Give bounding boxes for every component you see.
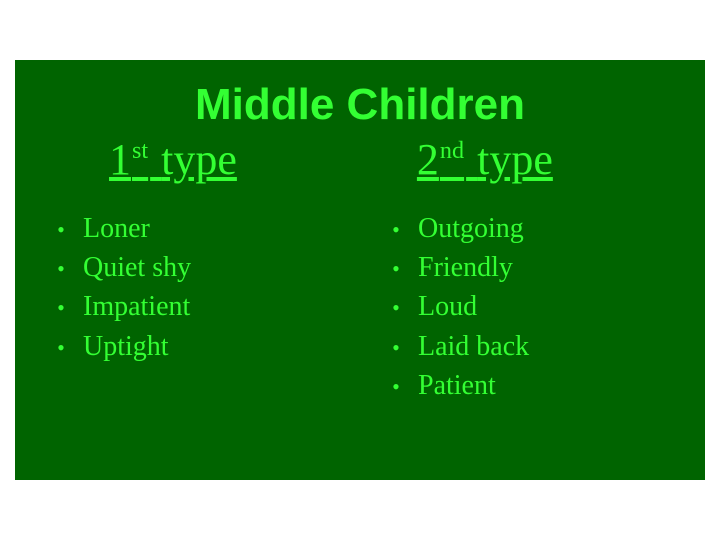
- list-item-label: Quiet shy: [83, 248, 191, 287]
- slide: Middle Children 1st type 2nd type •Loner…: [15, 60, 705, 480]
- subhead-left: 1st type: [109, 134, 237, 185]
- subhead-left-ord: st: [132, 137, 148, 164]
- bullet-icon: •: [45, 215, 77, 246]
- subhead-right: 2nd type: [417, 134, 553, 185]
- list-item: •Loner: [45, 209, 360, 248]
- list-item: •Friendly: [380, 248, 675, 287]
- column-left: •Loner•Quiet shy•Impatient•Uptight: [45, 209, 360, 405]
- list-item: •Laid back: [380, 327, 675, 366]
- bullet-icon: •: [45, 333, 77, 364]
- bullet-icon: •: [380, 215, 412, 246]
- subhead-right-num: 2: [417, 135, 439, 184]
- bullet-icon: •: [45, 254, 77, 285]
- list-item: •Patient: [380, 366, 675, 405]
- list-item-label: Loud: [418, 287, 477, 326]
- subhead-left-num: 1: [109, 135, 131, 184]
- subhead-right-word: type: [477, 135, 553, 184]
- list-item-label: Patient: [418, 366, 496, 405]
- subhead-left-word: type: [161, 135, 237, 184]
- list-item: •Quiet shy: [45, 248, 360, 287]
- bullet-icon: •: [380, 372, 412, 403]
- column-right: •Outgoing•Friendly•Loud•Laid back•Patien…: [360, 209, 675, 405]
- bullet-icon: •: [380, 254, 412, 285]
- columns: •Loner•Quiet shy•Impatient•Uptight •Outg…: [45, 209, 675, 405]
- list-item-label: Friendly: [418, 248, 513, 287]
- list-item-label: Impatient: [83, 287, 190, 326]
- slide-title: Middle Children: [45, 80, 675, 130]
- subheads-row: 1st type 2nd type: [45, 134, 675, 185]
- list-left: •Loner•Quiet shy•Impatient•Uptight: [45, 209, 360, 366]
- list-item-label: Outgoing: [418, 209, 524, 248]
- bullet-icon: •: [45, 293, 77, 324]
- list-item-label: Laid back: [418, 327, 529, 366]
- list-item-label: Loner: [83, 209, 150, 248]
- subhead-right-ord: nd: [440, 137, 464, 164]
- bullet-icon: •: [380, 293, 412, 324]
- list-item: •Impatient: [45, 287, 360, 326]
- list-item: •Outgoing: [380, 209, 675, 248]
- bullet-icon: •: [380, 333, 412, 364]
- list-right: •Outgoing•Friendly•Loud•Laid back•Patien…: [380, 209, 675, 405]
- list-item: •Uptight: [45, 327, 360, 366]
- list-item: •Loud: [380, 287, 675, 326]
- list-item-label: Uptight: [83, 327, 169, 366]
